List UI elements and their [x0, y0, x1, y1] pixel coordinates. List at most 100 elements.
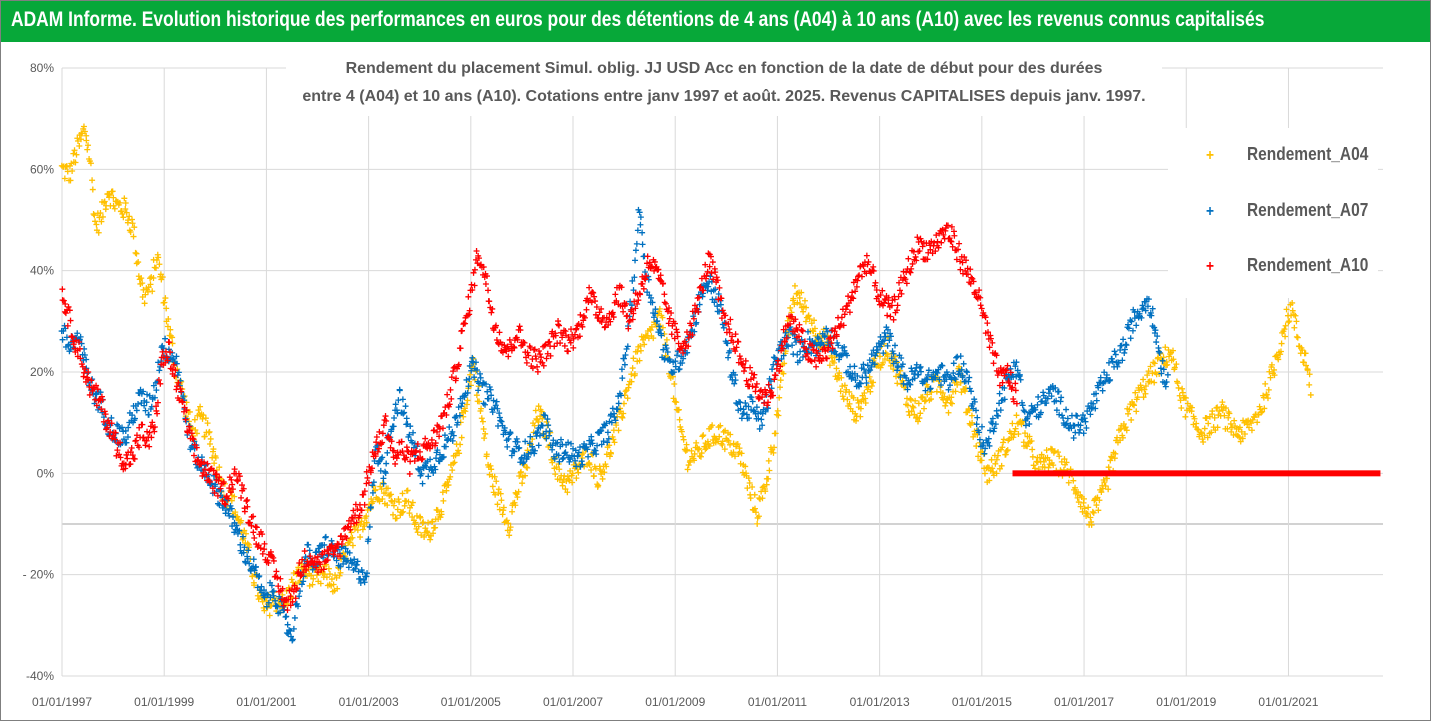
data-point [1085, 504, 1092, 511]
data-point [583, 306, 590, 313]
data-point [349, 515, 356, 522]
data-point [911, 375, 918, 382]
data-point [963, 257, 970, 264]
data-point [787, 320, 794, 327]
data-point [802, 318, 809, 325]
data-point [1075, 489, 1082, 496]
data-point [1089, 508, 1096, 515]
data-point [1145, 368, 1152, 375]
data-point [1268, 361, 1275, 368]
data-point [1294, 334, 1301, 341]
data-point [800, 308, 807, 315]
data-point [524, 464, 531, 471]
data-point [887, 330, 894, 337]
data-point [691, 457, 698, 464]
data-point [535, 442, 542, 449]
data-point [959, 372, 966, 379]
legend-label-a07: Rendement_A07 [1247, 200, 1369, 220]
data-point [1035, 393, 1042, 400]
data-point [449, 467, 456, 474]
data-point [693, 439, 700, 446]
data-point [1179, 389, 1186, 396]
data-point [349, 559, 356, 566]
data-point [608, 419, 615, 426]
data-point [921, 398, 928, 405]
data-point [210, 467, 217, 474]
data-point [850, 295, 857, 302]
data-point [1038, 451, 1045, 458]
data-point [976, 287, 983, 294]
data-point [170, 355, 177, 362]
data-point [1020, 407, 1027, 414]
data-point [952, 388, 959, 395]
data-point [519, 460, 526, 467]
data-point [550, 437, 557, 444]
data-point [1012, 387, 1019, 394]
data-point [173, 383, 180, 390]
data-point [707, 253, 714, 260]
data-point [727, 316, 734, 323]
data-point [780, 352, 787, 359]
data-point [300, 578, 307, 585]
data-point [488, 309, 495, 316]
x-tick-label: 01/01/2017 [1054, 695, 1114, 709]
data-point [928, 389, 935, 396]
data-point [532, 407, 539, 414]
data-point [987, 335, 994, 342]
data-point [390, 502, 397, 509]
data-point [246, 560, 253, 567]
data-point [569, 479, 576, 486]
data-point [743, 377, 750, 384]
data-point [359, 526, 366, 533]
data-point [142, 442, 149, 449]
data-point [110, 194, 117, 201]
data-point [1017, 376, 1024, 383]
data-point [141, 300, 148, 307]
data-point [320, 554, 327, 561]
data-point [674, 333, 681, 340]
data-point [1026, 433, 1033, 440]
data-point [576, 333, 583, 340]
data-point [632, 247, 639, 254]
data-point [671, 369, 678, 376]
data-point [796, 357, 803, 364]
data-point [874, 346, 881, 353]
data-point [392, 460, 399, 467]
data-point [913, 361, 920, 368]
data-point [474, 367, 481, 374]
data-point [59, 286, 66, 293]
data-point [799, 353, 806, 360]
data-point [674, 352, 681, 359]
data-point [738, 450, 745, 457]
data-point [409, 514, 416, 520]
data-point [963, 368, 970, 375]
data-point [471, 282, 478, 289]
data-point [759, 422, 766, 429]
data-point [749, 383, 756, 390]
x-tick-label: 01/01/2013 [850, 695, 910, 709]
data-point [592, 465, 599, 472]
data-point [1176, 392, 1183, 399]
data-point [703, 445, 710, 452]
data-point [100, 418, 107, 425]
data-point [77, 333, 84, 340]
data-point [565, 348, 572, 355]
data-point [549, 442, 556, 449]
data-point [120, 436, 127, 443]
data-point [574, 452, 581, 459]
data-point [93, 221, 100, 228]
data-point [614, 406, 621, 413]
data-point [63, 163, 70, 170]
data-point [482, 430, 489, 437]
data-point [731, 453, 738, 460]
data-point [759, 394, 766, 401]
data-point [1061, 456, 1068, 463]
data-point [663, 336, 670, 343]
data-point [634, 348, 641, 355]
data-point [468, 281, 475, 288]
data-point [536, 432, 543, 439]
data-point [542, 434, 549, 441]
data-point [1055, 388, 1062, 395]
data-point [1157, 365, 1164, 372]
data-point [639, 229, 646, 236]
